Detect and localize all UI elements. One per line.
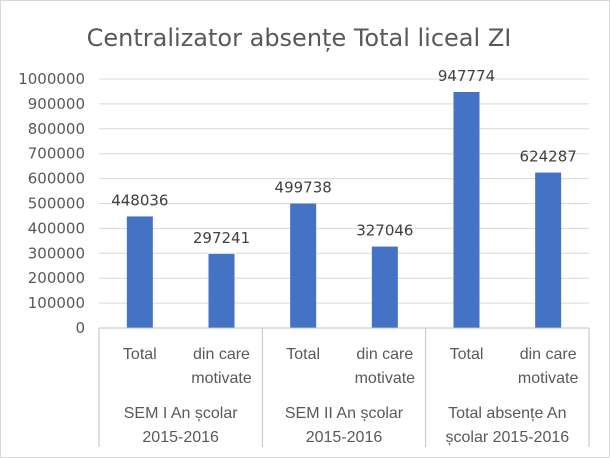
- category-label: din care: [193, 346, 250, 363]
- category-label: din care: [356, 346, 413, 363]
- data-label: 297241: [193, 229, 250, 247]
- y-tick-label: 900000: [28, 95, 85, 113]
- data-labels: 448036 297241 499738 327046 947774 624287: [111, 67, 577, 247]
- y-tick-label: 500000: [28, 195, 85, 213]
- y-tick-label: 700000: [28, 145, 85, 163]
- data-label: 448036: [111, 191, 168, 209]
- group-label: Total absențe An: [448, 405, 566, 422]
- category-label: Total: [123, 346, 157, 363]
- y-axis-ticks: 0 100000 200000 300000 400000 500000 600000 700…: [18, 70, 85, 337]
- category-label: motivate: [518, 370, 579, 387]
- group-label: 2015-2016: [306, 429, 383, 446]
- group-label: școlar 2015-2016: [446, 429, 570, 446]
- data-label: 327046: [356, 222, 413, 240]
- data-label: 499738: [275, 179, 332, 197]
- category-label: din care: [520, 346, 577, 363]
- data-label: 947774: [438, 67, 495, 85]
- bar: [290, 203, 317, 328]
- bar: [535, 172, 562, 328]
- bar: [126, 216, 153, 328]
- y-tick-label: 400000: [28, 219, 85, 237]
- data-label: 624287: [520, 148, 577, 166]
- bar: [371, 246, 398, 328]
- bar: [208, 253, 235, 328]
- chart-title: Centralizator absențe Total liceal ZI: [87, 24, 512, 52]
- bar: [453, 92, 480, 328]
- gridlines: [99, 78, 589, 304]
- bars: [126, 92, 562, 328]
- x-axis: Total din care motivate Total din care motiva…: [98, 327, 590, 447]
- y-tick-label: 800000: [28, 120, 85, 138]
- category-label: motivate: [191, 370, 252, 387]
- y-tick-label: 200000: [28, 269, 85, 287]
- category-label: Total: [286, 346, 320, 363]
- y-tick-label: 600000: [28, 170, 85, 188]
- group-label: SEM I An școlar: [124, 405, 238, 422]
- y-tick-label: 100000: [28, 294, 85, 312]
- group-label: 2015-2016: [142, 429, 219, 446]
- y-tick-label: 300000: [28, 244, 85, 262]
- category-label: Total: [450, 346, 484, 363]
- y-tick-label: 1000000: [18, 70, 85, 88]
- y-tick-label: 0: [75, 319, 85, 337]
- category-label: motivate: [355, 370, 416, 387]
- group-label: SEM II An școlar: [285, 405, 404, 422]
